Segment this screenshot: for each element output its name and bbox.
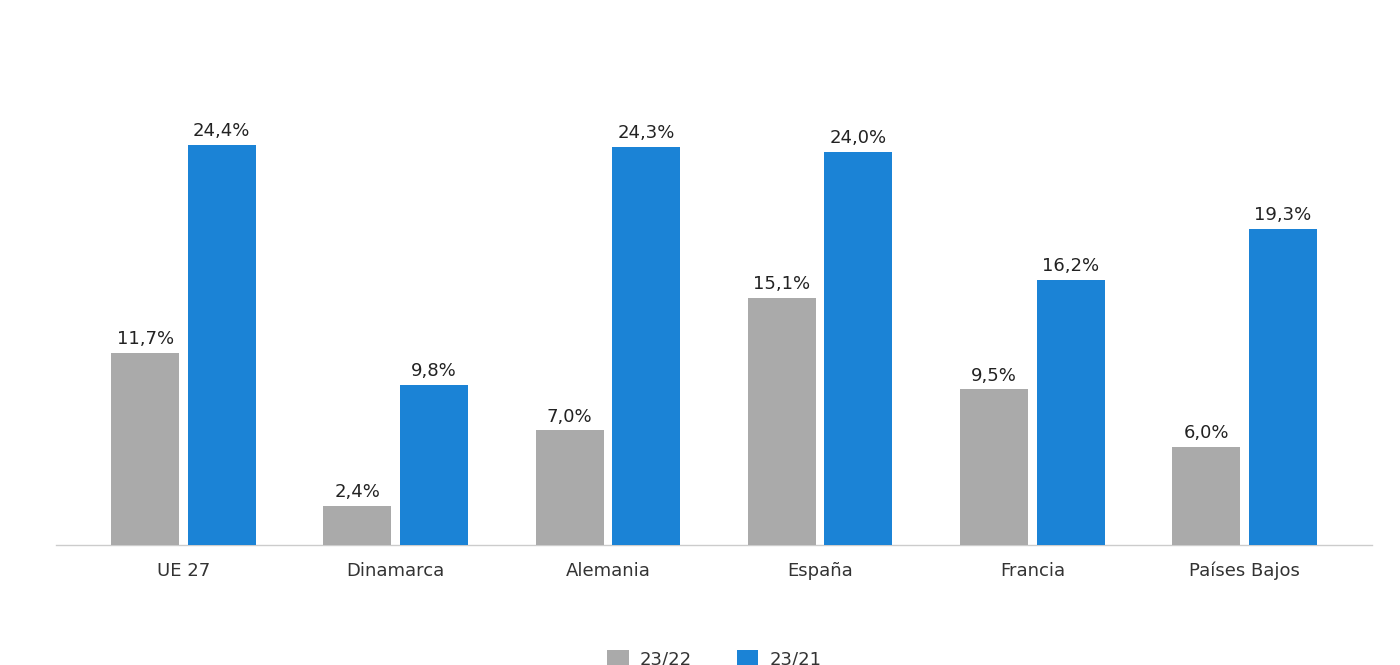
Text: 9,5%: 9,5% xyxy=(972,366,1018,384)
Bar xyxy=(323,506,392,545)
Bar xyxy=(1249,229,1317,545)
Text: 6,0%: 6,0% xyxy=(1183,424,1229,442)
Bar xyxy=(188,145,256,545)
Text: 11,7%: 11,7% xyxy=(116,331,174,348)
Bar xyxy=(536,430,603,545)
Text: 19,3%: 19,3% xyxy=(1254,205,1312,224)
Legend: 23/22, 23/21: 23/22, 23/21 xyxy=(599,643,829,665)
Text: 24,0%: 24,0% xyxy=(830,129,886,147)
Text: 15,1%: 15,1% xyxy=(753,275,811,293)
Text: 16,2%: 16,2% xyxy=(1042,257,1099,275)
Bar xyxy=(1172,447,1240,545)
Bar xyxy=(960,390,1028,545)
Bar xyxy=(612,147,680,545)
Text: 7,0%: 7,0% xyxy=(547,408,592,426)
Text: 24,4%: 24,4% xyxy=(193,122,251,140)
Text: 24,3%: 24,3% xyxy=(617,124,675,142)
Bar xyxy=(825,152,892,545)
Bar xyxy=(400,384,468,545)
Bar xyxy=(748,298,816,545)
Text: 9,8%: 9,8% xyxy=(412,362,456,380)
Text: 2,4%: 2,4% xyxy=(335,483,381,501)
Bar xyxy=(1036,279,1105,545)
Bar xyxy=(111,353,179,545)
